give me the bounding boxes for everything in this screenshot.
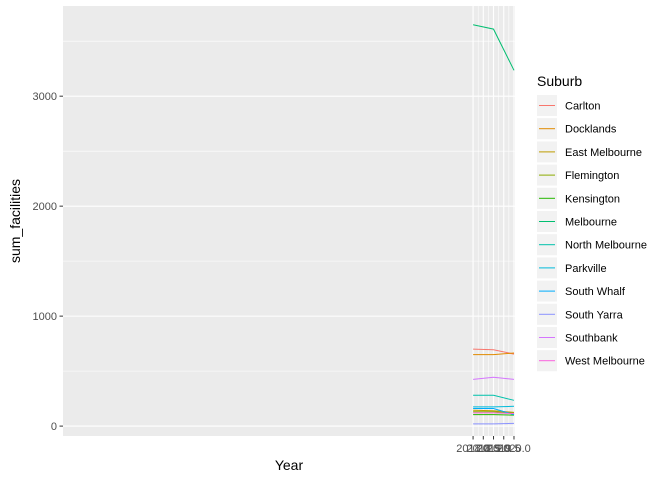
legend-title: Suburb: [537, 73, 582, 89]
series-line-carlton: [473, 348, 515, 355]
y-tick-label: 0: [51, 421, 57, 433]
legend-item: Parkville: [537, 257, 607, 279]
series-line-kensington: [473, 414, 515, 416]
series-line-south-whalf: [473, 408, 515, 416]
series-line-east-melbourne: [473, 409, 515, 413]
legend-label: Carlton: [565, 101, 600, 113]
legend-label: Docklands: [565, 124, 617, 136]
series-line-parkville: [473, 405, 515, 408]
series-line-southbank: [473, 376, 515, 380]
legend-label: Melbourne: [565, 217, 617, 229]
x-tick-label: 2019.0: [477, 443, 511, 455]
legend-item: South Whalf: [537, 280, 626, 302]
legend-label: South Whalf: [565, 286, 626, 298]
plot-panel: [63, 6, 515, 436]
x-axis-title: Year: [275, 457, 304, 473]
legend-label: Southbank: [565, 333, 618, 345]
series-line-melbourne: [472, 24, 515, 71]
legend-item: Southbank: [537, 327, 618, 348]
series-line-south-yarra: [473, 422, 515, 425]
legend-label: North Melbourne: [565, 240, 647, 252]
legend-item: Melbourne: [537, 211, 617, 232]
legend-label: Parkville: [565, 263, 607, 275]
axis-ticks: [59, 95, 515, 440]
y-tick-label: 3000: [33, 91, 57, 103]
legend-label: Flemington: [565, 170, 619, 182]
y-tick-label: 2000: [33, 201, 57, 213]
legend-label: Kensington: [565, 193, 620, 205]
series-line-docklands: [473, 352, 515, 356]
x-tick-label: 2019.5: [487, 443, 521, 455]
legend-label: South Yarra: [565, 309, 624, 321]
legend-item: North Melbourne: [537, 234, 647, 256]
x-tick-label: 2018.5: [466, 443, 500, 455]
legend-item: South Yarra: [537, 303, 624, 325]
major-gridlines: [63, 6, 515, 436]
minor-gridlines: [63, 6, 515, 436]
series-line-west-melbourne: [473, 412, 515, 414]
series-line-north-melbourne: [473, 394, 515, 401]
legend: Suburb Carlton Docklands East Melbourne Fle…: [537, 73, 647, 372]
legend-item: Flemington: [537, 164, 619, 186]
legend-item: East Melbourne: [537, 141, 642, 163]
legend-item: Carlton: [537, 95, 600, 116]
x-tick-label: 2020.0: [497, 443, 531, 455]
legend-label: East Melbourne: [565, 147, 642, 159]
series-lines: [472, 24, 515, 425]
legend-item: Docklands: [537, 118, 617, 140]
x-tick-label: 2018.0: [456, 443, 490, 455]
legend-item: West Melbourne: [537, 350, 645, 372]
y-tick-label: 1000: [33, 311, 57, 323]
y-axis-title: sum_facilities: [7, 179, 23, 263]
legend-item: Kensington: [537, 187, 620, 209]
legend-label: West Melbourne: [565, 356, 645, 368]
